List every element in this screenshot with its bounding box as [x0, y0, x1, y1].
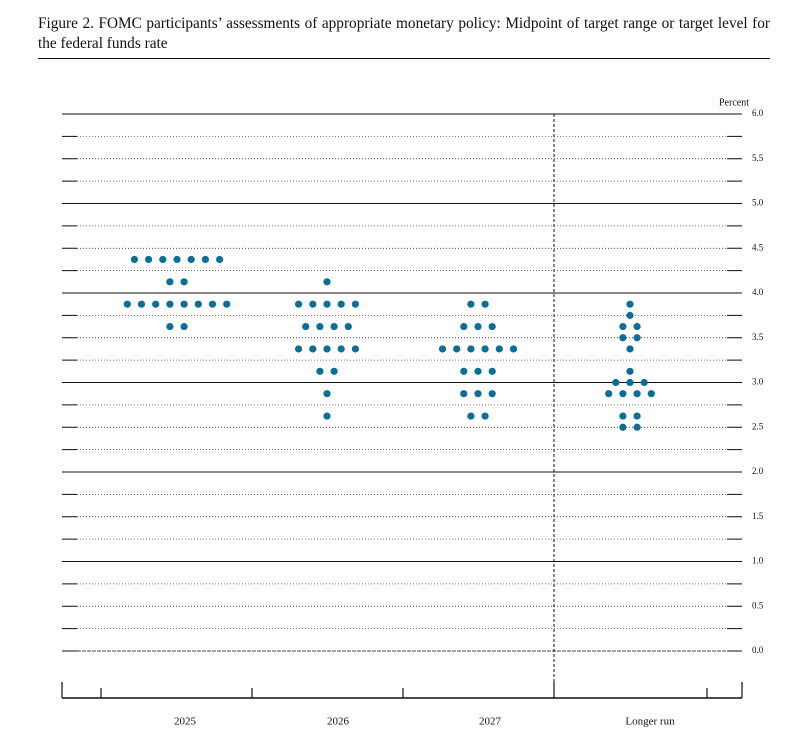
dot: [152, 300, 160, 308]
dot: [323, 278, 331, 286]
dot: [488, 367, 496, 375]
y-tick-label: 2.0: [752, 466, 764, 476]
dot: [460, 322, 468, 331]
dot: [201, 255, 209, 264]
dot: [166, 322, 174, 331]
y-tick-label: 4.0: [752, 287, 764, 297]
dot: [626, 345, 634, 353]
dot: [166, 278, 174, 286]
y-tick-label: 0.5: [752, 600, 764, 610]
x-tick-label: 2027: [479, 716, 502, 728]
dot: [633, 322, 641, 331]
dot: [295, 300, 303, 308]
dot: [208, 300, 217, 308]
dot: [474, 390, 482, 398]
dot: [166, 300, 174, 308]
dot: [173, 255, 181, 264]
dot: [159, 255, 167, 264]
dot: [323, 345, 331, 353]
dot: [180, 300, 188, 308]
dot: [605, 390, 613, 398]
dot: [619, 322, 627, 331]
dot: [626, 311, 634, 319]
y-tick-label: 5.0: [752, 198, 764, 208]
dot: [330, 322, 338, 331]
dot: [323, 300, 331, 308]
dot: [130, 255, 138, 264]
dot: [619, 390, 627, 398]
dot: [460, 390, 468, 398]
dot: [316, 322, 324, 331]
chart-title: Figure 2. FOMC participants’ assessments…: [38, 15, 770, 52]
dot: [453, 345, 461, 353]
y-tick-label: 0.0: [752, 645, 764, 655]
dot: [309, 345, 317, 353]
dot: [474, 322, 482, 331]
y-tick-label: 3.5: [752, 332, 764, 342]
x-tick-label: Longer run: [625, 716, 675, 728]
x-tick-label: 2025: [174, 716, 197, 728]
dot: [488, 390, 496, 398]
dot: [137, 300, 146, 308]
dot: [309, 300, 317, 308]
dot: [438, 345, 447, 353]
dot: [180, 322, 188, 331]
dot: [467, 300, 475, 308]
dot: [481, 345, 489, 353]
dot: [647, 390, 655, 398]
dot: [509, 345, 518, 353]
y-axis-label: Percent: [719, 97, 749, 108]
dot: [481, 412, 489, 420]
title-rule: [38, 58, 770, 59]
dot: [337, 345, 345, 353]
dot: [330, 367, 338, 375]
dot: [223, 300, 231, 308]
y-tick-label: 5.5: [752, 153, 764, 163]
dot: [180, 278, 188, 286]
dot: [612, 378, 620, 387]
dot: [351, 300, 359, 308]
dot: [626, 367, 634, 375]
dot: [619, 412, 627, 420]
dot: [474, 367, 482, 375]
dot: [633, 390, 641, 398]
dot: [145, 255, 153, 264]
y-tick-label: 2.5: [752, 421, 764, 431]
dot: [323, 412, 331, 420]
dot: [123, 300, 131, 308]
dot: [633, 334, 641, 342]
dot: [187, 255, 195, 264]
dot: [633, 412, 641, 420]
dot: [467, 412, 475, 420]
dot: [295, 345, 303, 353]
dot: [216, 255, 224, 264]
dot: [302, 322, 310, 331]
dot: [460, 367, 468, 375]
dot: [344, 322, 352, 331]
dot: [194, 300, 202, 308]
y-tick-label: 3.0: [752, 377, 764, 387]
x-tick-label: 2026: [327, 716, 350, 728]
y-tick-label: 1.5: [752, 511, 764, 521]
y-tick-label: 6.0: [752, 108, 764, 118]
dot: [495, 345, 503, 353]
dot: [626, 378, 634, 387]
dot: [481, 300, 489, 308]
dot: [351, 345, 359, 353]
dot: [316, 367, 324, 375]
dot: [626, 300, 634, 308]
dot: [633, 423, 641, 431]
dot: [619, 334, 627, 342]
dot: [337, 300, 345, 308]
y-tick-label: 1.0: [752, 556, 764, 566]
dot: [467, 345, 475, 353]
dot: [488, 322, 496, 331]
dot: [323, 390, 331, 398]
dot: [619, 423, 627, 431]
dot: [640, 378, 648, 387]
y-tick-label: 4.5: [752, 242, 764, 252]
